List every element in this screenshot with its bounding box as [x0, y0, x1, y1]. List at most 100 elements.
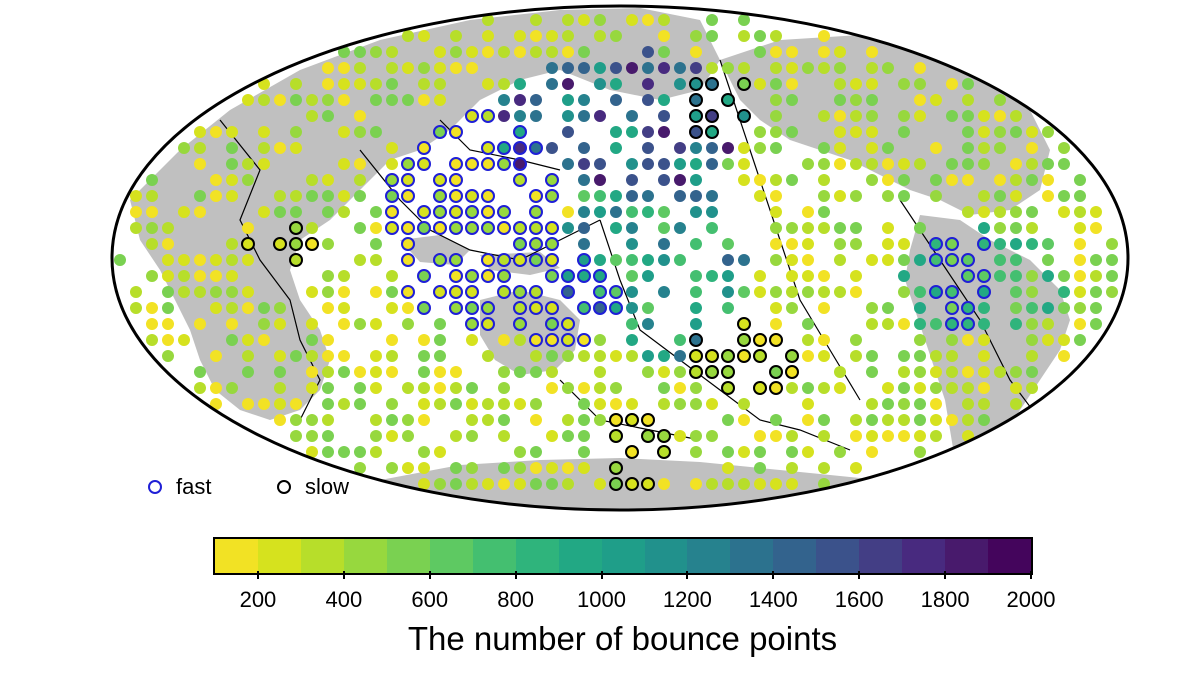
bounce-point [962, 158, 974, 170]
bounce-point [226, 286, 238, 298]
bounce-point [226, 174, 238, 186]
bounce-point [898, 270, 910, 282]
bounce-point [978, 142, 990, 154]
bounce-point [385, 221, 399, 235]
bounce-point [1106, 238, 1118, 250]
bounce-point [290, 430, 302, 442]
bounce-point [354, 126, 366, 138]
bounce-point [882, 174, 894, 186]
bounce-point [609, 301, 623, 315]
bounce-point [465, 109, 479, 123]
bounce-point [1010, 270, 1022, 282]
bounce-point [578, 46, 590, 58]
bounce-point [945, 253, 959, 267]
bounce-point [594, 158, 606, 170]
bounce-point [386, 334, 398, 346]
bounce-point [929, 237, 943, 251]
bounce-point [705, 77, 719, 91]
bounce-point [818, 142, 830, 154]
bounce-point [866, 142, 878, 154]
colorbar-segment [687, 539, 731, 573]
bounce-point [962, 78, 974, 90]
bounce-point [370, 350, 382, 362]
bounce-point [561, 285, 575, 299]
bounce-point [194, 126, 206, 138]
bounce-point [658, 398, 670, 410]
bounce-point [818, 462, 830, 474]
bounce-point [194, 366, 206, 378]
bounce-point [1106, 286, 1118, 298]
bounce-point [1026, 286, 1038, 298]
bounce-point [1042, 302, 1054, 314]
bounce-point [977, 237, 991, 251]
bounce-point [306, 222, 318, 234]
bounce-point [258, 158, 270, 170]
bounce-point [530, 446, 542, 458]
bounce-point [433, 221, 447, 235]
bounce-point [930, 318, 942, 330]
bounce-point [449, 125, 463, 139]
bounce-point [354, 382, 366, 394]
bounce-point [866, 254, 878, 266]
bounce-point [402, 414, 414, 426]
bounce-point [322, 206, 334, 218]
bounce-point [642, 190, 654, 202]
bounce-point [162, 238, 174, 250]
bounce-point [753, 381, 767, 395]
bounce-point [370, 414, 382, 426]
bounce-point [386, 350, 398, 362]
bounce-point [978, 110, 990, 122]
bounce-point [449, 157, 463, 171]
bounce-point [402, 430, 414, 442]
bounce-point [226, 270, 238, 282]
bounce-point [962, 126, 974, 138]
bounce-point [705, 349, 719, 363]
bounce-point [1026, 366, 1038, 378]
bounce-point [978, 350, 990, 362]
bounce-point [866, 430, 878, 442]
bounce-point [770, 414, 782, 426]
bounce-point [818, 222, 830, 234]
bounce-point [178, 286, 190, 298]
bounce-point [322, 382, 334, 394]
bounce-point [898, 414, 910, 426]
bounce-point [578, 350, 590, 362]
bounce-point [258, 318, 270, 330]
bounce-point [882, 158, 894, 170]
bounce-point [306, 318, 318, 330]
bounce-point [674, 366, 686, 378]
bounce-point [690, 318, 702, 330]
bounce-point [866, 350, 878, 362]
bounce-point [770, 62, 782, 74]
bounce-point [322, 270, 334, 282]
bounce-point [482, 78, 494, 90]
bounce-point [306, 350, 318, 362]
bounce-point [674, 190, 686, 202]
bounce-point [497, 221, 511, 235]
bounce-point [866, 94, 878, 106]
bounce-point [786, 78, 798, 90]
bounce-point [738, 478, 750, 490]
bounce-point [770, 190, 782, 202]
bounce-point [786, 382, 798, 394]
bounce-point [978, 158, 990, 170]
bounce-point [689, 109, 703, 123]
globe-outline [110, 4, 1130, 512]
bounce-point [402, 462, 414, 474]
bounce-point [610, 382, 622, 394]
bounce-point [610, 254, 622, 266]
bounce-point [1026, 270, 1038, 282]
bounce-point [674, 382, 686, 394]
bounce-point [562, 30, 574, 42]
bounce-point [289, 253, 303, 267]
bounce-point [338, 206, 350, 218]
bounce-point [802, 222, 814, 234]
bounce-point [1026, 142, 1038, 154]
bounce-point-markers [114, 14, 1118, 491]
bounce-point [433, 125, 447, 139]
bounce-point [562, 478, 574, 490]
bounce-point [210, 350, 222, 362]
bounce-point [594, 110, 606, 122]
bounce-point [866, 110, 878, 122]
bounce-point [354, 318, 366, 330]
